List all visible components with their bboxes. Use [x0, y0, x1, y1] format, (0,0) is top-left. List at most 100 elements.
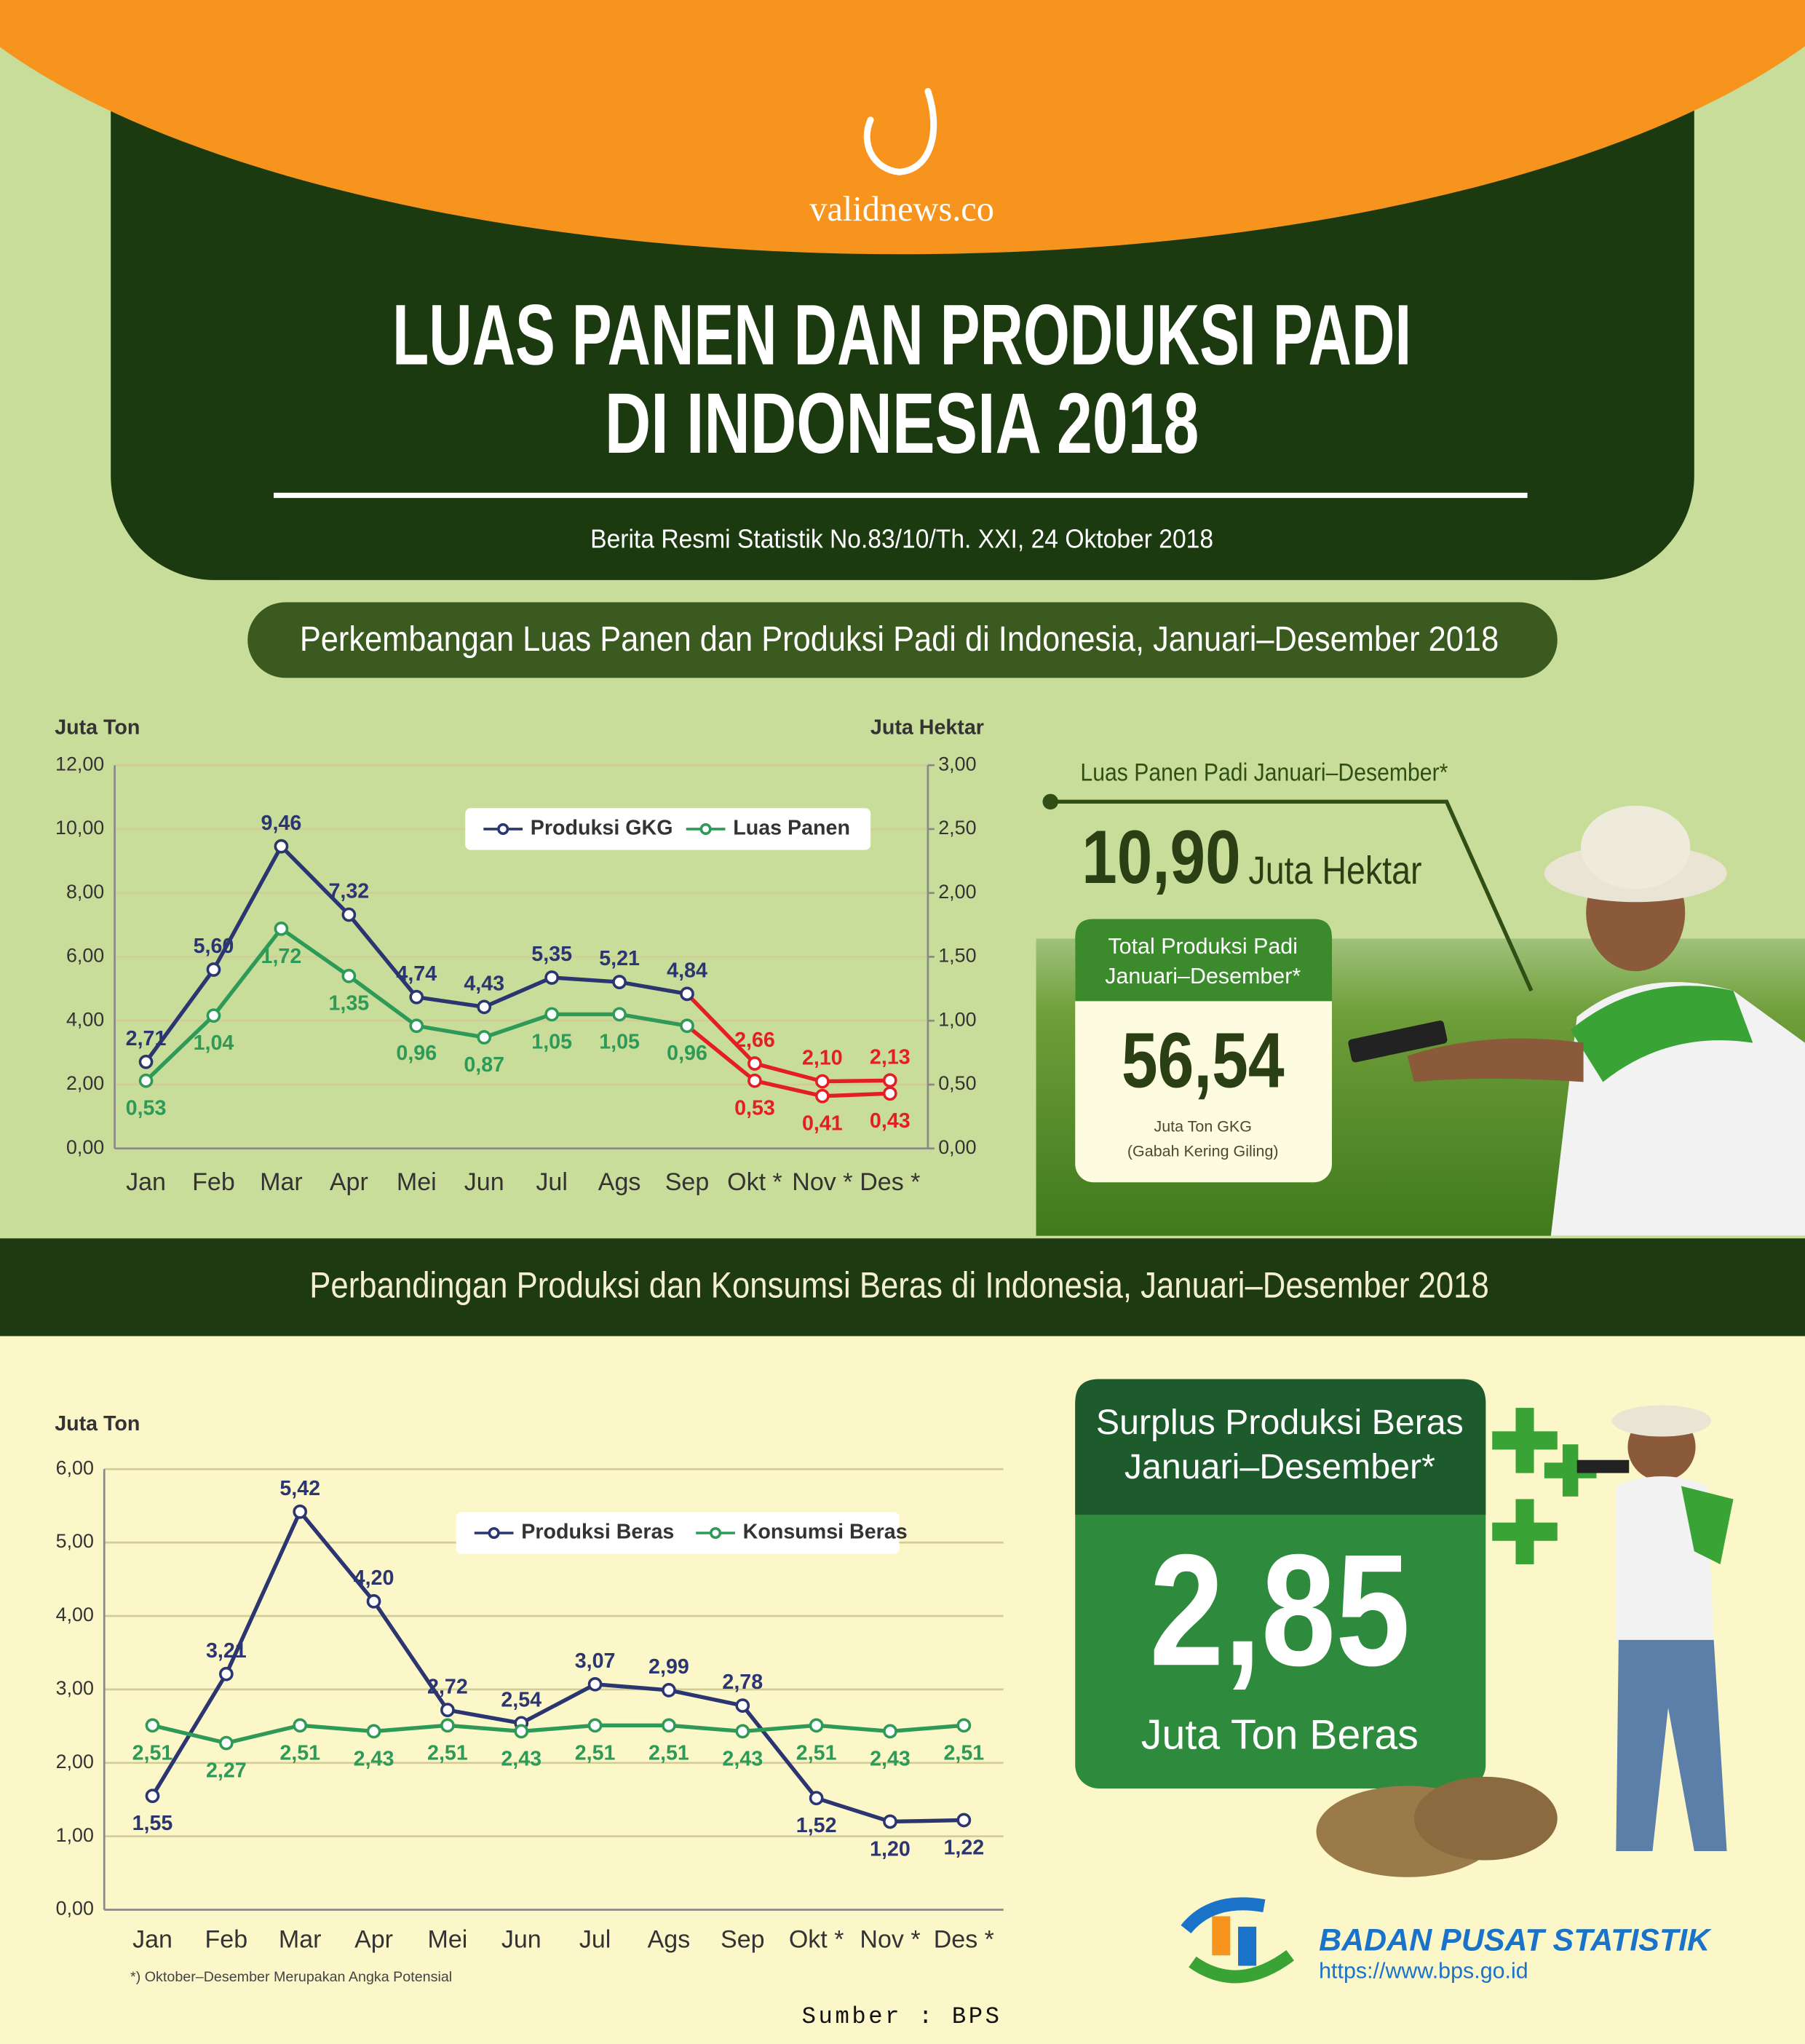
line-segment — [667, 1723, 745, 1734]
point — [440, 1703, 455, 1717]
data-label: 2,51 — [575, 1741, 616, 1764]
data-label: 2,71 — [126, 1027, 167, 1050]
data-label: 1,55 — [132, 1812, 173, 1835]
line-segment — [279, 927, 352, 978]
data-label: 1,04 — [194, 1031, 234, 1055]
point — [477, 1030, 492, 1045]
brand: validnews.co — [809, 190, 994, 229]
legend-label: Produksi Beras — [521, 1521, 674, 1544]
point — [293, 1718, 308, 1733]
line-segment — [519, 1682, 598, 1725]
y-tick-label: 3,00 — [56, 1677, 94, 1699]
legend-box — [465, 808, 871, 850]
point — [544, 970, 559, 985]
data-label: 2,51 — [943, 1741, 984, 1764]
legend-swatch — [699, 823, 712, 836]
x-tick-label: Jul — [579, 1926, 611, 1954]
data-label: 1,22 — [943, 1836, 984, 1859]
x-tick-label: Jun — [501, 1926, 542, 1954]
line-segment — [519, 1723, 598, 1734]
line-segment — [753, 1061, 825, 1084]
line-segment — [224, 1510, 302, 1676]
org-name: BADAN PUSAT STATISTIK — [1319, 1923, 1712, 1958]
data-label: 2,72 — [427, 1675, 468, 1698]
highlight-label: Januari–Desember* — [1105, 964, 1301, 989]
highlight-unit: Juta Ton GKG — [1154, 1118, 1252, 1136]
line-segment — [814, 1796, 892, 1824]
y-tick-label: 8,00 — [66, 881, 104, 903]
point — [883, 1724, 897, 1739]
data-label: 3,07 — [575, 1649, 616, 1673]
point — [612, 1007, 627, 1022]
highlight-value: 56,54 — [1122, 1016, 1285, 1104]
data-label: 4,84 — [667, 959, 707, 982]
point — [747, 1073, 762, 1088]
data-label: 2,13 — [870, 1045, 911, 1069]
highlight-label: Januari–Desember* — [1124, 1447, 1435, 1486]
x-tick-label: Okt * — [727, 1168, 782, 1196]
line-segment — [143, 967, 216, 1064]
org-url: https://www.bps.go.id — [1319, 1959, 1528, 1984]
data-label: 1,35 — [328, 992, 369, 1015]
line-segment — [346, 912, 418, 999]
point — [587, 1718, 603, 1733]
line-segment — [814, 1723, 892, 1734]
data-label: 4,74 — [396, 962, 437, 986]
y-tick-label: 0,00 — [66, 1136, 104, 1158]
data-label: 0,96 — [396, 1042, 437, 1065]
line-segment — [740, 1703, 819, 1800]
source: Sumber : BPS — [802, 2003, 1002, 2030]
data-label: 2,54 — [501, 1688, 542, 1711]
legend-label: Konsumsi Beras — [743, 1521, 908, 1544]
chart-title: Perbandingan Produksi dan Konsumsi Beras… — [309, 1265, 1489, 1306]
highlight-unit: Juta Hektar — [1248, 849, 1421, 892]
point — [138, 1054, 154, 1069]
data-label: 3,21 — [206, 1639, 247, 1663]
line-segment — [298, 1510, 376, 1604]
point — [662, 1718, 676, 1733]
data-label: 0,43 — [870, 1109, 911, 1133]
bps-logo — [1181, 1897, 1295, 1984]
x-tick-label: Jan — [126, 1168, 166, 1196]
line-segment — [592, 1682, 671, 1692]
point — [680, 1018, 694, 1034]
y2-tick-label: 1,00 — [938, 1008, 976, 1030]
x-tick-label: Apr — [330, 1168, 368, 1196]
x-tick-label: Nov * — [792, 1168, 852, 1196]
line-segment — [740, 1723, 819, 1734]
x-tick-label: Feb — [192, 1168, 235, 1196]
data-label: 0,53 — [126, 1097, 167, 1120]
line-segment — [617, 980, 689, 997]
data-label: 5,42 — [279, 1477, 320, 1500]
x-tick-label: Des * — [934, 1926, 994, 1954]
point — [274, 921, 289, 936]
surplus-box-header — [1075, 1379, 1486, 1515]
subtitle: Berita Resmi Statistik No.83/10/Th. XXI,… — [590, 525, 1213, 554]
x-tick-label: Ags — [598, 1168, 641, 1196]
y-tick-label: 0,00 — [56, 1898, 94, 1920]
y-tick-label: 1,00 — [56, 1824, 94, 1846]
point — [514, 1724, 529, 1739]
highlight-label: Surplus Produksi Beras — [1096, 1403, 1464, 1442]
point — [138, 1073, 154, 1088]
brand-logo — [863, 87, 937, 175]
line-segment — [150, 1723, 229, 1746]
point — [145, 1788, 160, 1804]
point — [440, 1718, 455, 1733]
y-tick-label: 6,00 — [56, 1457, 94, 1478]
data-label: 1,72 — [261, 945, 302, 968]
line-segment — [820, 1091, 892, 1098]
point — [366, 1724, 381, 1739]
chart-title: Perkembangan Luas Panen dan Produksi Pad… — [300, 619, 1499, 659]
line-segment — [685, 991, 757, 1066]
y-tick-label: 10,00 — [55, 817, 104, 839]
y-tick-label: 2,00 — [66, 1072, 104, 1094]
point — [956, 1718, 972, 1733]
line-segment — [888, 1723, 967, 1734]
data-label: 0,53 — [734, 1097, 775, 1120]
y-tick-label: 6,00 — [66, 945, 104, 967]
highlight-box-header — [1075, 919, 1333, 1002]
line-segment — [211, 927, 284, 1018]
worker-illustration — [1316, 1405, 1734, 1877]
